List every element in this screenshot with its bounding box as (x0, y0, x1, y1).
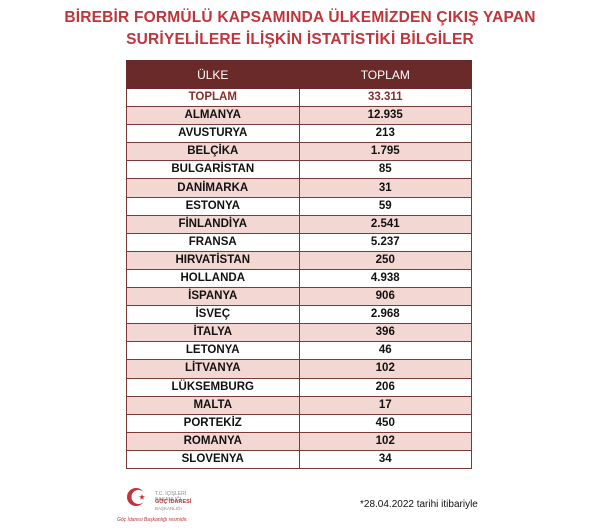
logo-tagline: Göç İdaresi Başkanlığı resmidir. (117, 517, 188, 523)
table-row: MALTA 17 (126, 395, 472, 415)
value-cell: 17 (298, 395, 472, 415)
country-cell: ALMANYA (126, 106, 300, 126)
table-row: HIRVATİSTAN 250 (126, 250, 472, 270)
page-title-line1: BİREBİR FORMÜLÜ KAPSAMINDA ÜLKEMİZDEN ÇI… (64, 9, 536, 26)
table-row: İSPANYA 906 (126, 287, 472, 307)
value-cell: 2.541 (298, 214, 472, 234)
country-cell: MALTA (126, 395, 300, 415)
country-cell: İSPANYA (126, 287, 300, 307)
statistics-table: ÜLKE TOPLAM TOPLAM 33.311 ALMANYA 12.935 A… (126, 60, 472, 469)
value-cell: 906 (298, 287, 472, 307)
table-row: ESTONYA 59 (126, 196, 472, 216)
country-cell: İSVEÇ (126, 305, 300, 325)
table-row: ALMANYA 12.935 (126, 106, 472, 126)
column-header-country: ÜLKE (126, 60, 300, 89)
table-row: PORTEKİZ 450 (126, 413, 472, 433)
country-cell: LETONYA (126, 341, 300, 361)
logo-org-line2: GÖÇ İDARESİ (155, 499, 192, 505)
table-row: İSVEÇ 2.968 (126, 305, 472, 325)
value-cell: 34 (298, 449, 472, 469)
table-row: İTALYA 396 (126, 323, 472, 343)
page-title-line2: SURİYELİLERE İLİŞKİN İSTATİSTİKİ BİLGİLE… (126, 31, 474, 48)
country-cell: BULGARİSTAN (126, 160, 300, 180)
value-cell: 102 (298, 359, 472, 379)
table-row: ROMANYA 102 (126, 431, 472, 451)
country-cell: DANİMARKA (126, 178, 300, 198)
value-cell: 85 (298, 160, 472, 180)
value-cell: 396 (298, 323, 472, 343)
value-cell: 12.935 (298, 106, 472, 126)
value-cell: 59 (298, 196, 472, 216)
value-cell: 4.938 (298, 268, 472, 289)
goc-idaresi-logo: T.C. İÇİŞLERİ BAKANLIĞI GÖÇ İDARESİ BAŞK… (117, 485, 203, 525)
table-row: SLOVENYA 34 (126, 449, 472, 469)
value-cell: 213 (298, 124, 472, 144)
logo-org-line1: T.C. İÇİŞLERİ BAKANLIĞI (155, 491, 187, 503)
country-cell: ESTONYA (126, 196, 300, 216)
table-row: DANİMARKA 31 (126, 178, 472, 198)
table-row: BELÇİKA 1.795 (126, 142, 472, 162)
value-cell: 5.237 (298, 232, 472, 252)
value-cell: 206 (298, 377, 472, 397)
table-row: LİTVANYA 102 (126, 359, 472, 379)
country-cell: FRANSA (126, 232, 300, 252)
value-cell: 2.968 (298, 305, 472, 325)
table-row: LÜKSEMBURG 206 (126, 377, 472, 397)
table-row: AVUSTURYA 213 (126, 124, 472, 144)
table-row: LETONYA 46 (126, 341, 472, 361)
value-cell: 31 (298, 178, 472, 198)
country-cell: FİNLANDİYA (126, 214, 300, 234)
table-row: BULGARİSTAN 85 (126, 160, 472, 180)
date-note: *28.04.2022 tarihi itibariyle (360, 499, 478, 510)
country-cell: AVUSTURYA (126, 124, 300, 144)
value-cell: 46 (298, 341, 472, 361)
logo-org-line3: BAŞKANLIĞI (155, 506, 182, 511)
total-label: TOPLAM (126, 87, 300, 108)
country-cell: SLOVENYA (126, 449, 300, 469)
country-cell: HOLLANDA (126, 268, 300, 289)
value-cell: 250 (298, 250, 472, 270)
country-cell: LÜKSEMBURG (126, 377, 300, 397)
country-cell: HIRVATİSTAN (126, 250, 300, 270)
column-header-total: TOPLAM (298, 60, 472, 89)
value-cell: 102 (298, 431, 472, 451)
crescent-star-icon (127, 488, 146, 506)
value-cell: 450 (298, 413, 472, 433)
country-cell: BELÇİKA (126, 142, 300, 162)
table-row: FİNLANDİYA 2.541 (126, 214, 472, 234)
total-value: 33.311 (298, 87, 472, 108)
country-cell: LİTVANYA (126, 359, 300, 379)
country-cell: ROMANYA (126, 431, 300, 451)
table-header-row: ÜLKE TOPLAM (126, 60, 472, 89)
table-row: HOLLANDA 4.938 (126, 268, 472, 289)
country-cell: İTALYA (126, 323, 300, 343)
country-cell: PORTEKİZ (126, 413, 300, 433)
total-row: TOPLAM 33.311 (126, 87, 472, 108)
value-cell: 1.795 (298, 142, 472, 162)
table-row: FRANSA 5.237 (126, 232, 472, 252)
